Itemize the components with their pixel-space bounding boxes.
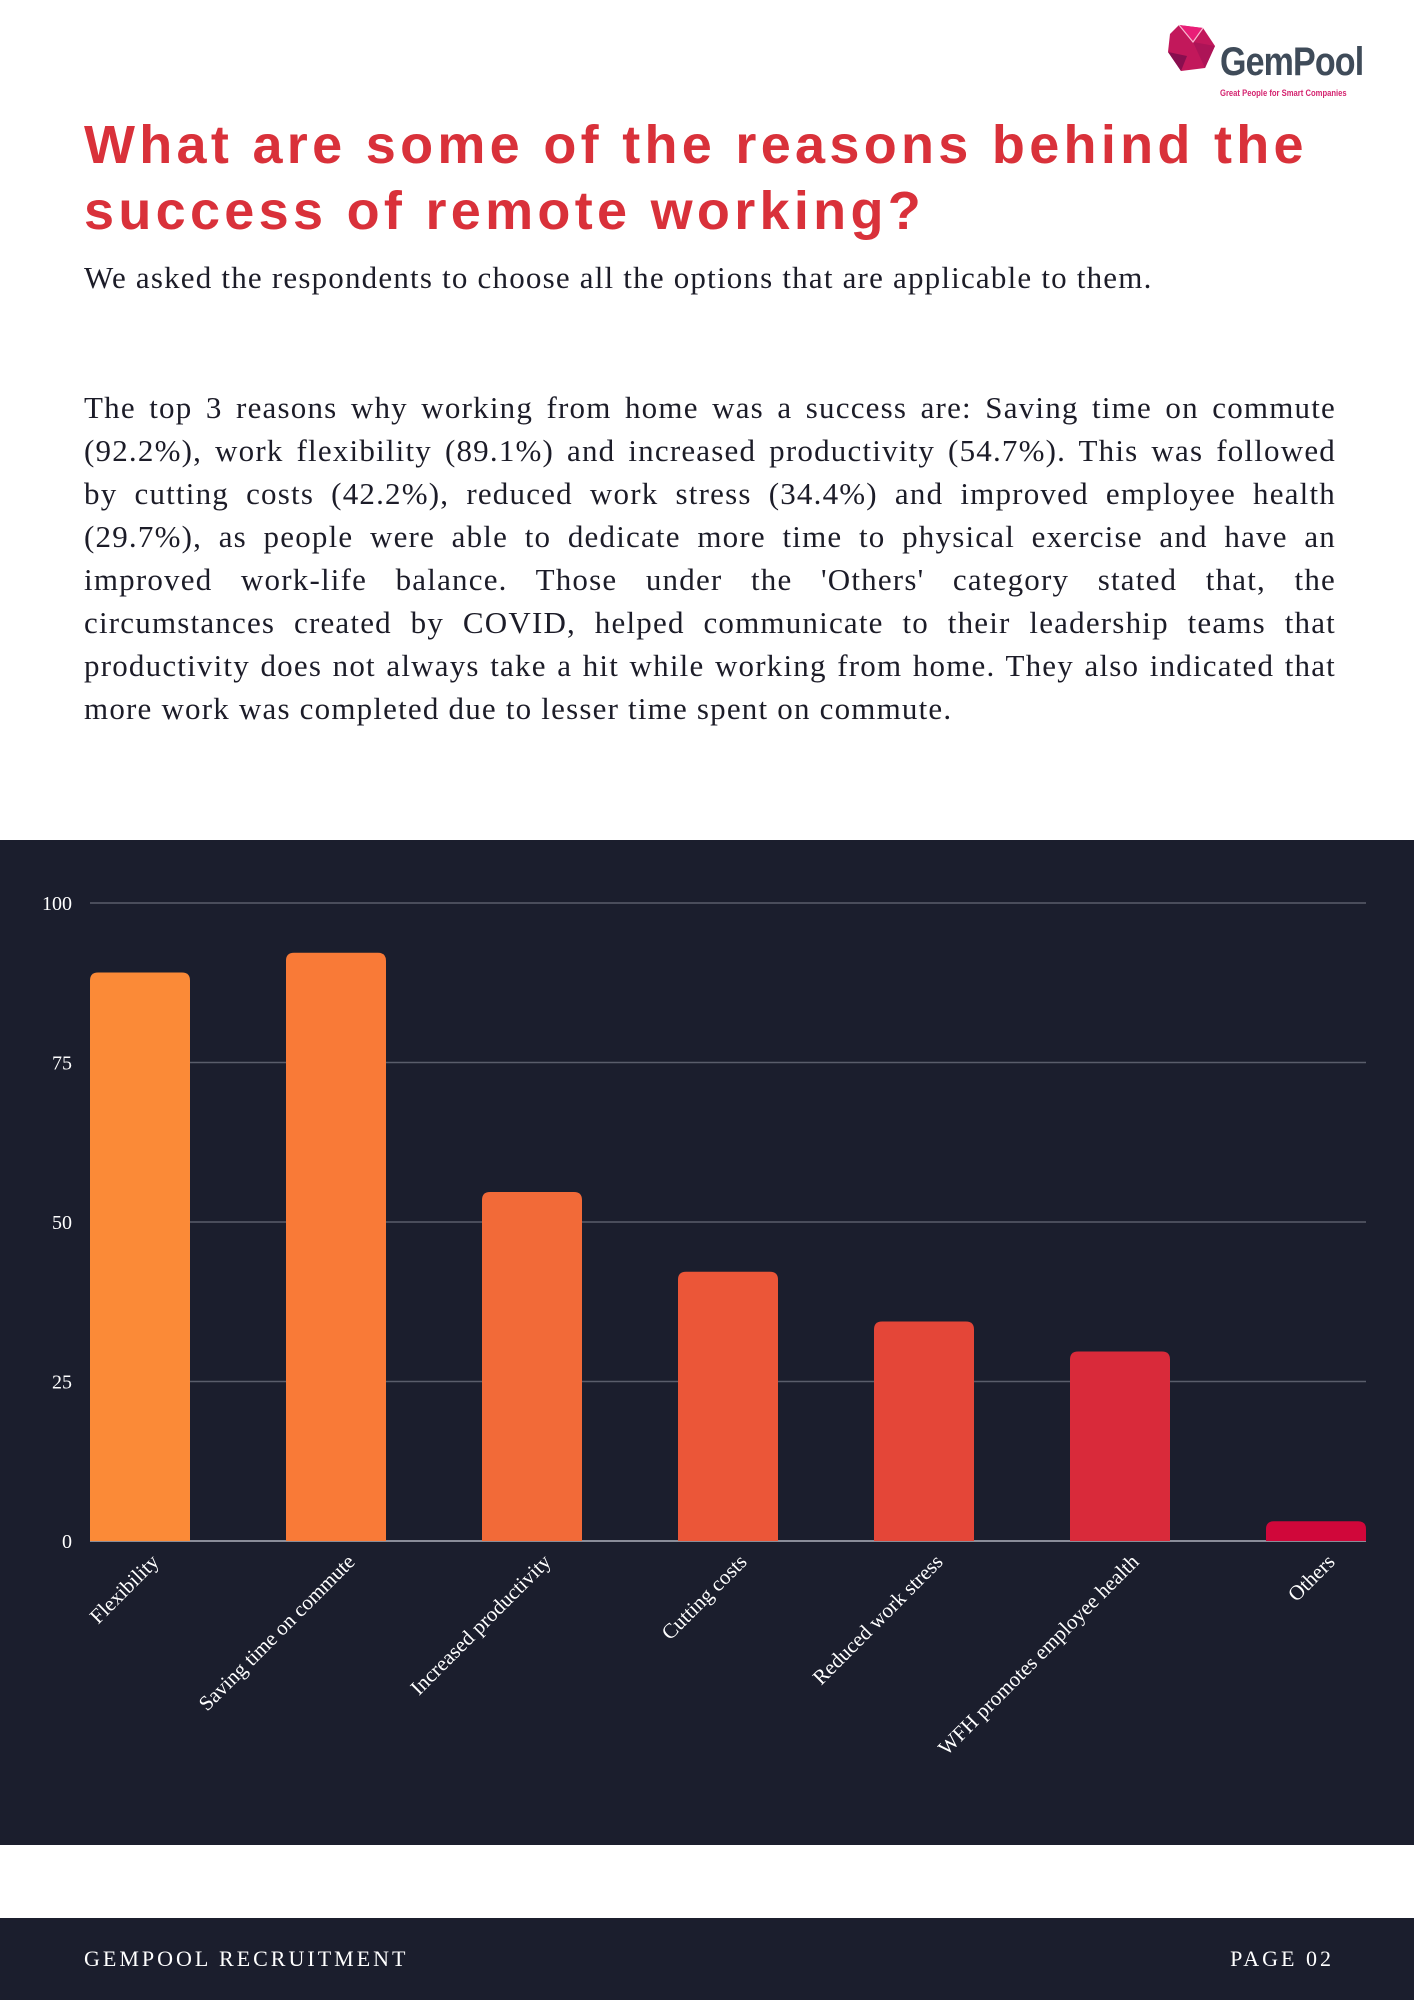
bar-chart: 0 25 50 75 100 Flexibility Saving time on comm… xyxy=(0,840,1414,1845)
y-tick-label: 0 xyxy=(62,1531,72,1553)
y-tick-label: 100 xyxy=(42,893,72,915)
x-tick-label: Reduced work stress xyxy=(808,1550,948,1690)
x-tick-label: Increased productivity xyxy=(405,1549,556,1700)
bar xyxy=(90,972,190,1541)
x-tick-label: WFH promotes employee health xyxy=(933,1549,1144,1760)
gempool-logo: GemPool Great People for Smart Companies xyxy=(1165,22,1385,102)
y-tick-label: 50 xyxy=(52,1212,72,1234)
page-title: What are some of the reasons behind the … xyxy=(84,115,1308,241)
y-tick-label: 75 xyxy=(52,1053,72,1075)
x-tick-label: Others xyxy=(1283,1550,1340,1607)
footer-company: GEMPOOL RECRUITMENT xyxy=(84,1946,409,1971)
x-tick-label: Saving time on commute xyxy=(194,1550,360,1716)
bar xyxy=(678,1271,778,1541)
y-tick-label: 25 xyxy=(52,1372,72,1394)
gem-polyhedron-icon xyxy=(1168,24,1215,71)
footer: GEMPOOL RECRUITMENT PAGE 02 xyxy=(0,1918,1414,2000)
bar xyxy=(1266,1521,1366,1541)
logo-tagline: Great People for Smart Companies xyxy=(1220,88,1347,98)
bar-chart-svg: 0 25 50 75 100 Flexibility Saving time on comm… xyxy=(42,893,1366,1760)
intro-text: We asked the respondents to choose all t… xyxy=(84,260,1153,295)
bar xyxy=(482,1192,582,1541)
footer-page-number: PAGE 02 xyxy=(1230,1946,1334,1971)
x-tick-label: Cutting costs xyxy=(657,1550,752,1645)
body-text: The top 3 reasons why working from home … xyxy=(84,390,1336,726)
bar xyxy=(286,952,386,1541)
bar xyxy=(874,1321,974,1541)
bar xyxy=(1070,1351,1170,1541)
x-tick-label: Flexibility xyxy=(85,1549,164,1628)
logo-wordmark: GemPool xyxy=(1220,40,1364,84)
